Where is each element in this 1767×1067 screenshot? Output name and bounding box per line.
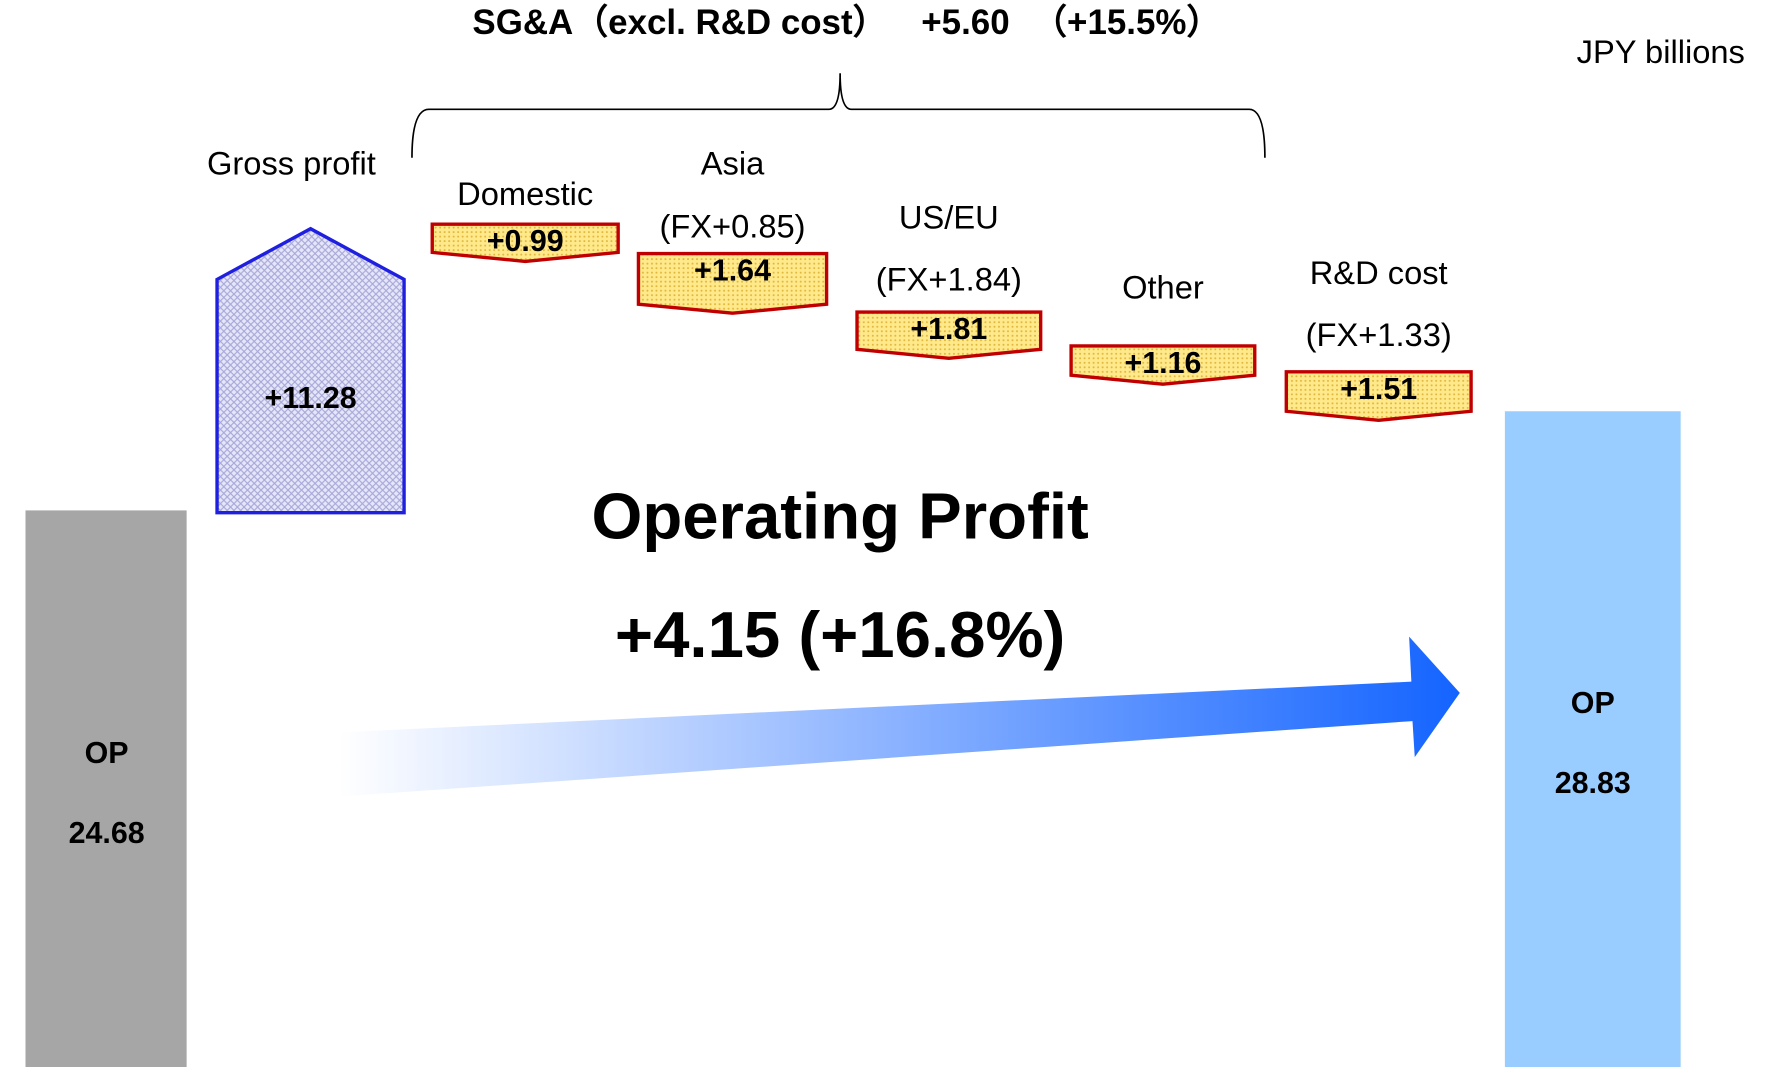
item-label: Other — [1122, 269, 1204, 306]
center-title: Operating Profit — [592, 480, 1089, 553]
item-shape — [430, 222, 620, 264]
item-shape — [1284, 370, 1473, 422]
items: +0.99 Domestic +1.64 Asia (FX+0.85) +1.81 US/E… — [430, 145, 1473, 422]
unit-label: JPY billions — [1577, 33, 1745, 70]
brace — [411, 73, 1266, 158]
item-fx: (FX+1.84) — [876, 261, 1022, 298]
sga-label: SG&A（excl. R&D cost） — [472, 3, 887, 42]
item-fx: (FX+1.33) — [1306, 316, 1452, 353]
item-shape — [855, 310, 1043, 360]
sga-title: SG&A（excl. R&D cost） +5.60 （+15.5%） — [472, 3, 1221, 42]
item-label: Asia — [701, 145, 765, 182]
start-value: 24.68 — [69, 816, 145, 850]
item-label: R&D cost — [1310, 254, 1448, 291]
item-label: Domestic — [457, 175, 593, 212]
gross-profit-shape — [215, 226, 406, 515]
end-bar — [1504, 411, 1681, 1067]
item-value: +1.16 — [1124, 346, 1201, 380]
end-value: 28.83 — [1555, 766, 1631, 800]
item-value: +0.99 — [487, 224, 564, 258]
start-bar — [25, 510, 187, 1067]
item-shape — [1069, 344, 1257, 386]
item-label: US/EU — [899, 199, 999, 236]
start-label: OP — [85, 736, 129, 770]
sga-pct: （+15.5%） — [1032, 3, 1221, 42]
item-value: +1.51 — [1340, 372, 1417, 406]
arrow — [338, 636, 1460, 797]
center-change: +4.15 (+16.8%) — [615, 598, 1065, 671]
item-shape — [636, 251, 829, 315]
end-label: OP — [1571, 686, 1615, 720]
gross-profit-value: +11.28 — [264, 381, 356, 415]
sga-total: +5.60 — [921, 3, 1009, 42]
gross-profit-label: Gross profit — [207, 145, 376, 182]
item-fx: (FX+0.85) — [659, 208, 805, 245]
item-value: +1.64 — [694, 254, 771, 288]
item-value: +1.81 — [910, 312, 987, 346]
